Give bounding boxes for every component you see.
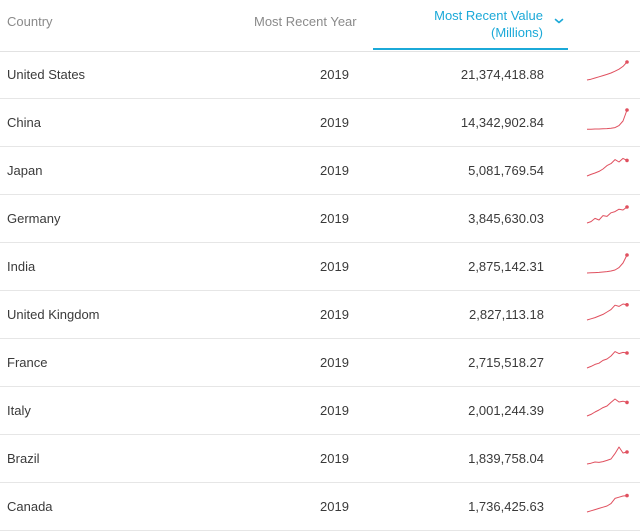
year-value: 2019 [320, 355, 349, 370]
sparkline-line [586, 303, 628, 321]
country-link[interactable]: Canada [7, 499, 53, 514]
country-link[interactable]: France [7, 355, 48, 370]
sparkline-endpoint [625, 303, 629, 307]
sparkline-chart [586, 446, 629, 465]
sparkline-line [586, 61, 628, 81]
year-value: 2019 [320, 211, 349, 226]
sparkline [584, 347, 630, 373]
year-value: 2019 [320, 403, 349, 418]
year-value: 2019 [320, 259, 349, 274]
year-value: 2019 [320, 451, 349, 466]
table-row: France 2019 2,715,518.27 [0, 339, 640, 387]
sparkline-chart [586, 351, 629, 369]
table-row: Italy 2019 2,001,244.39 [0, 387, 640, 435]
sparkline [584, 155, 630, 181]
recent-value: 1,736,425.63 [468, 499, 544, 514]
sparkline [584, 251, 630, 277]
country-link[interactable]: China [7, 115, 41, 130]
sparkline-chart [586, 253, 629, 274]
year-value: 2019 [320, 115, 349, 130]
sparkline-line [586, 446, 628, 465]
country-link[interactable]: United Kingdom [7, 307, 100, 322]
recent-value: 14,342,902.84 [460, 115, 544, 130]
sparkline [584, 59, 630, 85]
recent-value: 1,839,758.04 [468, 451, 544, 466]
column-header-year[interactable]: Most Recent Year [254, 14, 357, 29]
country-link[interactable]: Germany [7, 211, 61, 226]
recent-value: 2,827,113.18 [469, 307, 544, 322]
sparkline-endpoint [625, 493, 629, 498]
country-link[interactable]: Japan [7, 163, 43, 178]
sparkline-line [586, 206, 628, 224]
sparkline-chart [586, 398, 629, 417]
table-header: Country Most Recent Year Most Recent Val… [0, 0, 640, 52]
country-link[interactable]: Brazil [7, 451, 40, 466]
recent-value: 21,374,418.88 [460, 67, 544, 82]
sparkline-endpoint [625, 351, 629, 355]
sparkline [584, 491, 630, 517]
sparkline-line [586, 157, 628, 177]
sparkline-endpoint [625, 108, 629, 112]
sparkline-endpoint [625, 60, 629, 64]
year-value: 2019 [320, 499, 349, 514]
sparkline-chart [586, 303, 629, 321]
sparkline-endpoint [625, 205, 629, 209]
sparkline-line [587, 109, 628, 130]
sparkline-chart [586, 60, 629, 81]
sparkline [584, 107, 630, 133]
sparkline [584, 203, 630, 229]
sparkline-chart [586, 493, 629, 513]
table-row: Japan 2019 5,081,769.54 [0, 147, 640, 195]
table-body: United States 2019 21,374,418.88 China 2… [0, 51, 640, 531]
table-row: India 2019 2,875,142.31 [0, 243, 640, 291]
recent-value: 3,845,630.03 [468, 211, 544, 226]
recent-value: 2,001,244.39 [468, 403, 544, 418]
table-row: Germany 2019 3,845,630.03 [0, 195, 640, 243]
sparkline-line [586, 398, 628, 417]
table-row: China 2019 14,342,902.84 [0, 99, 640, 147]
sparkline-chart [587, 108, 629, 130]
country-link[interactable]: United States [7, 67, 86, 82]
recent-value: 2,715,518.27 [468, 355, 544, 370]
country-link[interactable]: India [7, 259, 36, 274]
table-row: United States 2019 21,374,418.88 [0, 51, 640, 99]
sparkline-line [586, 351, 628, 369]
table-row: Canada 2019 1,736,425.63 [0, 483, 640, 531]
year-value: 2019 [320, 67, 349, 82]
sparkline-line [586, 495, 628, 513]
recent-value: 5,081,769.54 [468, 163, 544, 178]
recent-value: 2,875,142.31 [468, 259, 544, 274]
sparkline-endpoint [625, 400, 629, 405]
sparkline-endpoint [625, 450, 629, 454]
year-value: 2019 [320, 163, 349, 178]
column-header-value-label[interactable]: Most Recent Value (Millions) [434, 8, 543, 40]
sparkline [584, 443, 630, 469]
column-header-country[interactable]: Country [7, 14, 53, 29]
sparkline [584, 299, 630, 325]
country-link[interactable]: Italy [7, 403, 31, 418]
sparkline-chart [586, 205, 629, 224]
sparkline-endpoint [625, 253, 629, 257]
sparkline-endpoint [625, 158, 629, 163]
table-row: Brazil 2019 1,839,758.04 [0, 435, 640, 483]
year-value: 2019 [320, 307, 349, 322]
column-header-value[interactable]: Most Recent Value (Millions) [373, 0, 568, 50]
sparkline [584, 395, 630, 421]
chevron-down-icon[interactable] [554, 17, 564, 25]
sparkline-chart [586, 157, 629, 177]
table-row: United Kingdom 2019 2,827,113.18 [0, 291, 640, 339]
sparkline-line [586, 254, 628, 274]
